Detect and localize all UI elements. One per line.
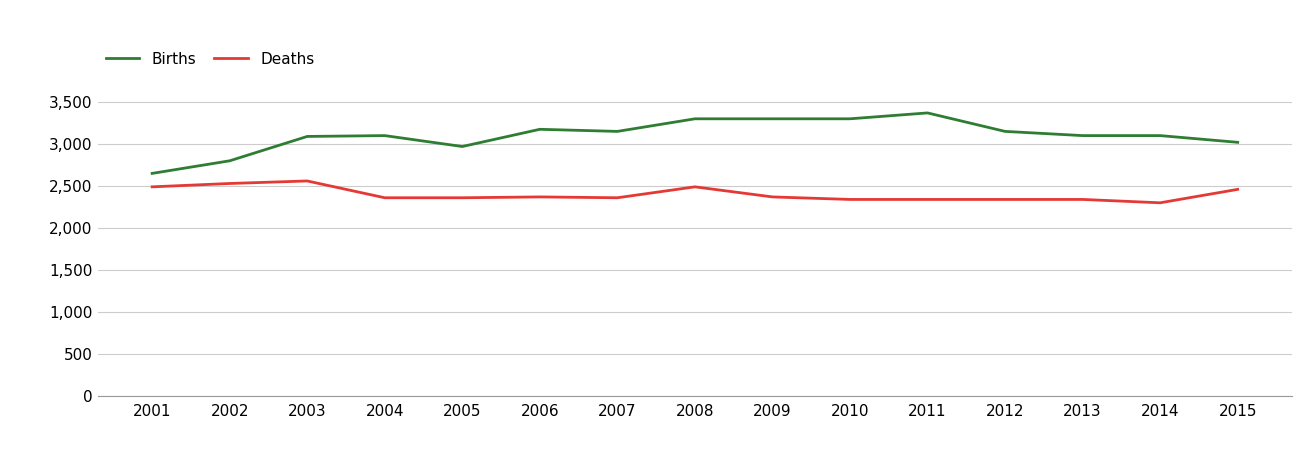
Births — [532, 126, 548, 132]
Line: Births: Births — [153, 113, 1237, 173]
Deaths — [920, 197, 936, 202]
Deaths — [1229, 187, 1245, 192]
Deaths — [222, 181, 238, 186]
Births — [920, 110, 936, 116]
Births — [765, 116, 780, 122]
Deaths — [765, 194, 780, 200]
Deaths — [532, 194, 548, 200]
Deaths — [997, 197, 1013, 202]
Births — [609, 129, 625, 134]
Deaths — [299, 178, 315, 184]
Births — [997, 129, 1013, 134]
Births — [842, 116, 857, 122]
Births — [454, 144, 470, 149]
Births — [145, 171, 161, 176]
Deaths — [377, 195, 393, 200]
Births — [222, 158, 238, 163]
Line: Deaths: Deaths — [153, 181, 1237, 203]
Legend: Births, Deaths: Births, Deaths — [106, 52, 315, 67]
Births — [688, 116, 703, 122]
Deaths — [1075, 197, 1091, 202]
Births — [1152, 133, 1168, 138]
Deaths — [454, 195, 470, 200]
Deaths — [1152, 200, 1168, 206]
Deaths — [688, 184, 703, 189]
Births — [1075, 133, 1091, 138]
Births — [377, 133, 393, 138]
Deaths — [842, 197, 857, 202]
Births — [1229, 140, 1245, 145]
Deaths — [609, 195, 625, 200]
Births — [299, 134, 315, 139]
Deaths — [145, 184, 161, 189]
